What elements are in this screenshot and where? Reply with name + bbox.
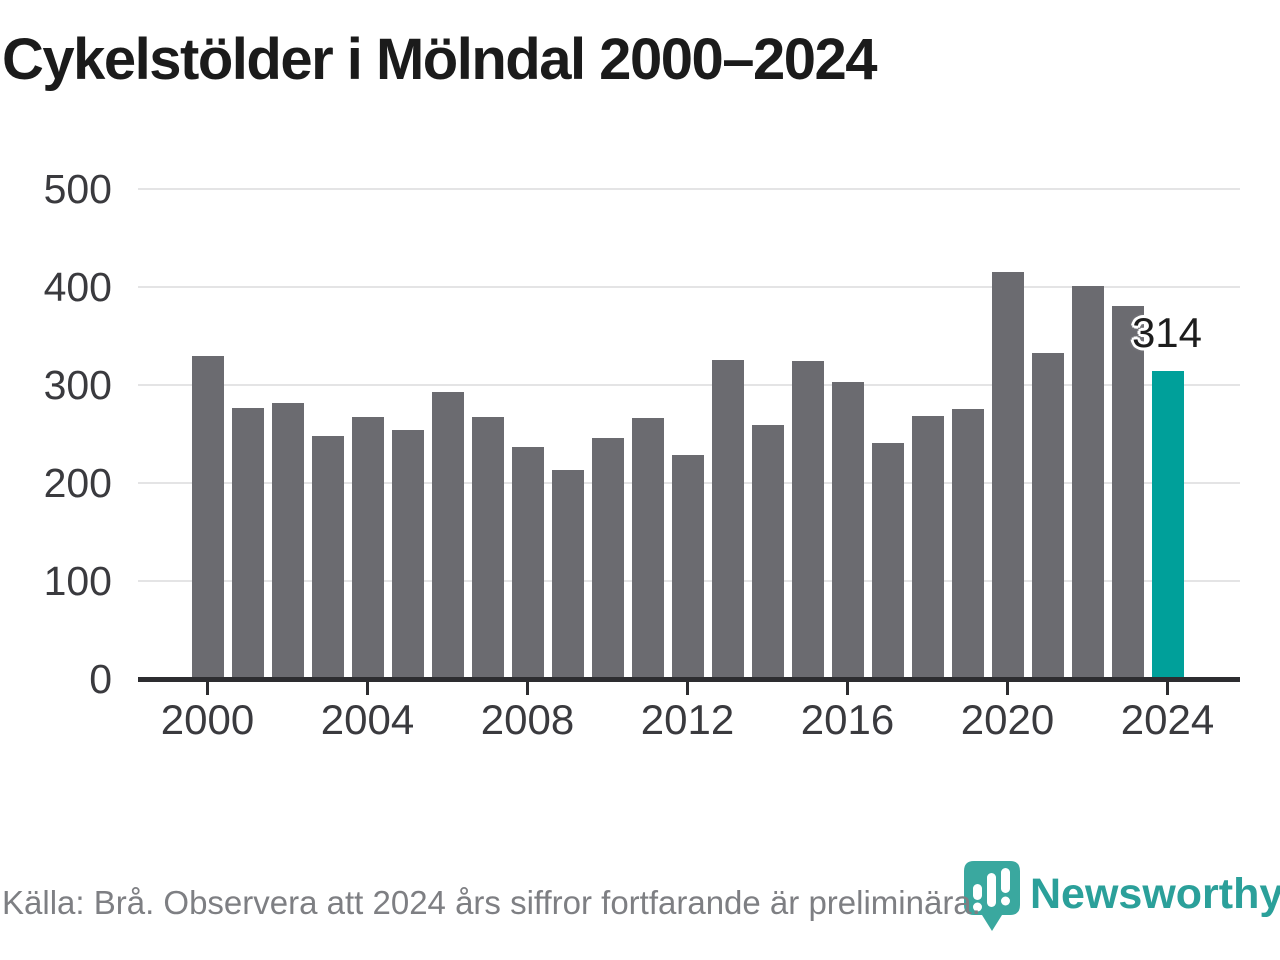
bar-2004	[351, 417, 384, 679]
y-tick-label-400: 400	[43, 263, 112, 310]
x-tick-2000	[206, 682, 209, 695]
bar-2011	[631, 418, 664, 679]
bar-2012	[671, 455, 704, 679]
bar-2001	[231, 408, 264, 679]
x-tick-2004	[366, 682, 369, 695]
bar-2010	[591, 437, 624, 679]
y-tick-label-0: 0	[89, 656, 112, 702]
bar-2023	[1111, 306, 1144, 679]
x-tick-label-2020: 2020	[960, 696, 1055, 743]
bar-2022	[1071, 285, 1104, 679]
x-tick-label-2008: 2008	[480, 696, 575, 743]
source-note: Källa: Brå. Observera att 2024 års siffr…	[2, 884, 981, 921]
x-axis-line	[138, 677, 1240, 682]
x-tick-label-2024: 2024	[1120, 696, 1215, 743]
bar-2002	[271, 403, 304, 679]
bar-2021	[1031, 353, 1064, 679]
bar-2006	[431, 391, 464, 679]
gridline-400	[138, 285, 1240, 288]
bar-2018	[911, 416, 944, 679]
bar-2014	[751, 424, 784, 679]
bar-2007	[471, 417, 504, 679]
y-tick-label-300: 300	[43, 361, 112, 408]
x-tick-2020	[1006, 682, 1009, 695]
bar-2024	[1151, 370, 1184, 679]
x-tick-2012	[686, 682, 689, 695]
gridline-300	[138, 383, 1240, 386]
bar-2003	[311, 435, 344, 679]
x-tick-2024	[1166, 682, 1169, 695]
bar-2008	[511, 447, 544, 679]
highlight-value-label: 314	[1131, 309, 1203, 356]
y-tick-label-100: 100	[43, 557, 112, 604]
y-tick-label-500: 500	[43, 165, 112, 212]
bar-2019	[951, 409, 984, 679]
x-tick-label-2016: 2016	[800, 696, 895, 743]
bar-2013	[711, 360, 744, 679]
y-tick-label-200: 200	[43, 459, 112, 506]
x-tick-label-2012: 2012	[640, 696, 735, 743]
bar-2020	[991, 271, 1024, 679]
x-tick-2008	[526, 682, 529, 695]
newsworthy-wordmark: Newsworthy	[1030, 870, 1280, 918]
bar-2009	[551, 470, 584, 679]
x-tick-label-2000: 2000	[160, 696, 255, 743]
gridline-500	[138, 187, 1240, 190]
bar-2005	[391, 429, 424, 679]
bar-2016	[831, 381, 864, 679]
newsworthy-pin-icon	[964, 861, 1020, 931]
page-title: Cykelstölder i Mölndal 2000–2024	[2, 27, 878, 92]
bar-2000	[191, 356, 224, 679]
bar-2015	[791, 361, 824, 679]
x-tick-2016	[846, 682, 849, 695]
bar-2017	[871, 442, 904, 679]
x-tick-label-2004: 2004	[320, 696, 415, 743]
